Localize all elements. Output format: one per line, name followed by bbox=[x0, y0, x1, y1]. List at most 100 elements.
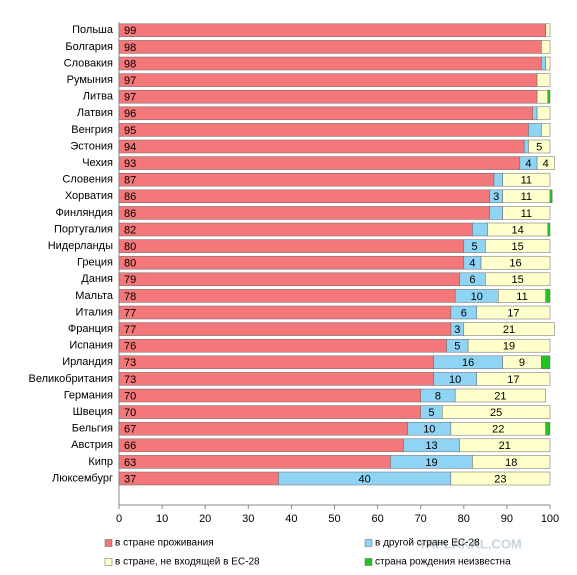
bar-segment bbox=[541, 123, 551, 137]
bar-segment bbox=[528, 139, 551, 154]
x-tick-label: 10 bbox=[156, 513, 168, 525]
bar-segment bbox=[118, 289, 456, 303]
bar-segment bbox=[536, 73, 551, 87]
legend-label: в стране, не входящей в ЕС-28 bbox=[115, 557, 260, 568]
y-tick-label: Швеция bbox=[73, 406, 113, 418]
legend-label: страна рождения неизвестна bbox=[375, 557, 511, 568]
bar-segment bbox=[459, 438, 551, 453]
bar-segment bbox=[545, 421, 551, 436]
value-label: 17 bbox=[507, 307, 519, 319]
bar-segment bbox=[489, 206, 503, 220]
bar-segment bbox=[545, 56, 551, 71]
y-tick-label: Великобритания bbox=[29, 373, 114, 385]
y-tick-label: Словения bbox=[62, 174, 113, 186]
y-tick-label: Австрия bbox=[71, 439, 113, 451]
value-label: 4 bbox=[543, 158, 549, 170]
value-label: 9 bbox=[519, 357, 525, 369]
value-label: 87 bbox=[124, 175, 136, 187]
value-label: 80 bbox=[124, 258, 136, 270]
bar-segment bbox=[532, 106, 538, 121]
bar-segment bbox=[467, 338, 551, 353]
bar-segment bbox=[480, 255, 551, 270]
legend-label: в стране проживания bbox=[115, 538, 214, 549]
bar-segment bbox=[118, 338, 447, 353]
bar-segment bbox=[450, 471, 551, 486]
bar-segment bbox=[118, 372, 434, 386]
bar-segment bbox=[118, 123, 529, 137]
x-tick-label: 40 bbox=[285, 513, 297, 525]
value-label: 96 bbox=[124, 108, 136, 120]
bar-segment bbox=[528, 123, 542, 137]
bar-segment bbox=[118, 139, 525, 154]
bar-segment bbox=[118, 421, 409, 436]
value-label: 40 bbox=[359, 473, 371, 485]
bar-segment bbox=[485, 239, 551, 253]
bar-segment bbox=[118, 405, 421, 419]
legend-swatch bbox=[364, 558, 373, 566]
bar-segment bbox=[118, 272, 460, 287]
value-label: 11 bbox=[521, 175, 532, 187]
bar-segment bbox=[118, 172, 495, 187]
value-label: 5 bbox=[536, 141, 542, 153]
y-tick-label: Литва bbox=[83, 91, 114, 103]
legend-swatch bbox=[104, 539, 113, 547]
x-tick-label: 70 bbox=[415, 513, 427, 525]
bar-segment bbox=[118, 471, 279, 486]
bar-segment bbox=[463, 322, 555, 336]
y-tick-label: Словакия bbox=[64, 57, 113, 69]
bar-segment bbox=[118, 388, 421, 403]
value-label: 16 bbox=[462, 357, 474, 369]
value-label: 18 bbox=[505, 457, 517, 469]
legend-label: в другой стране ЕС-28 bbox=[375, 538, 480, 549]
x-tick-label: 100 bbox=[541, 513, 559, 525]
value-label: 11 bbox=[521, 208, 532, 220]
bar-segment bbox=[536, 89, 549, 104]
y-tick-label: Греция bbox=[77, 257, 113, 269]
legend-swatch bbox=[364, 539, 373, 547]
x-tick-label: 30 bbox=[242, 513, 254, 525]
x-tick-label: 60 bbox=[371, 513, 383, 525]
value-label: 4 bbox=[525, 158, 531, 170]
y-tick-label: Болгария bbox=[65, 41, 113, 53]
value-label: 95 bbox=[124, 125, 136, 137]
bar-segment bbox=[476, 372, 551, 386]
value-label: 77 bbox=[124, 324, 136, 336]
bar-segment bbox=[502, 172, 551, 187]
bar-segment bbox=[118, 239, 465, 253]
value-label: 10 bbox=[449, 374, 461, 386]
value-label: 15 bbox=[512, 241, 524, 253]
value-label: 21 bbox=[494, 390, 506, 402]
value-label: 11 bbox=[521, 191, 532, 203]
value-label: 8 bbox=[435, 390, 441, 402]
x-tick-label: 50 bbox=[328, 513, 340, 525]
y-tick-label: Эстония bbox=[70, 140, 113, 152]
value-label: 5 bbox=[428, 407, 434, 419]
bar-segment bbox=[118, 206, 490, 220]
bar-segment bbox=[118, 23, 546, 38]
value-label: 10 bbox=[471, 291, 483, 303]
value-label: 63 bbox=[124, 457, 136, 469]
value-label: 14 bbox=[512, 224, 524, 236]
watermark: YAPLAKAL.COM bbox=[418, 536, 522, 551]
bar-segment bbox=[118, 322, 452, 336]
bar-segment bbox=[547, 89, 551, 104]
value-label: 73 bbox=[124, 357, 136, 369]
bar-segment bbox=[118, 355, 434, 370]
value-label: 25 bbox=[490, 407, 502, 419]
value-label: 67 bbox=[124, 424, 136, 436]
value-label: 77 bbox=[124, 307, 136, 319]
bar-segment bbox=[118, 455, 391, 469]
value-label: 6 bbox=[461, 307, 467, 319]
x-tick-label: 20 bbox=[199, 513, 211, 525]
value-label: 4 bbox=[469, 258, 475, 270]
bar-segment bbox=[118, 305, 452, 320]
value-label: 37 bbox=[124, 473, 136, 485]
value-label: 86 bbox=[124, 191, 136, 203]
value-label: 93 bbox=[124, 158, 136, 170]
value-label: 66 bbox=[124, 440, 136, 452]
value-label: 73 bbox=[124, 374, 136, 386]
bar-segment bbox=[442, 405, 551, 419]
value-label: 98 bbox=[124, 58, 136, 70]
y-tick-label: Румыния bbox=[67, 74, 113, 86]
